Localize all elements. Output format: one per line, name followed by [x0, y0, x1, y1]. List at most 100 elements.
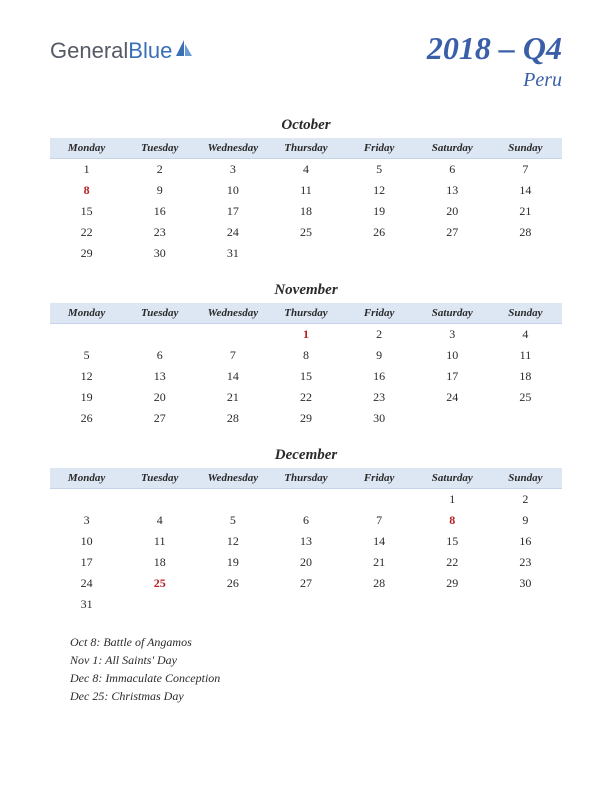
calendar-cell-empty — [489, 408, 562, 429]
day-header: Tuesday — [123, 468, 196, 489]
calendar-cell: 17 — [50, 552, 123, 573]
calendar-cell: 3 — [196, 159, 269, 181]
calendar-cell: 16 — [343, 366, 416, 387]
day-header: Tuesday — [123, 303, 196, 324]
calendar-cell: 4 — [489, 324, 562, 346]
calendar-cell-empty — [343, 594, 416, 615]
calendar-cell: 30 — [343, 408, 416, 429]
month-block: DecemberMondayTuesdayWednesdayThursdayFr… — [50, 447, 562, 615]
calendar-cell: 16 — [489, 531, 562, 552]
day-header: Sunday — [489, 468, 562, 489]
calendar-cell-empty — [50, 489, 123, 511]
calendar-cell: 4 — [269, 159, 342, 181]
calendar-cell: 22 — [269, 387, 342, 408]
calendar-cell-empty — [123, 324, 196, 346]
calendar-cell: 13 — [123, 366, 196, 387]
calendar-cell-empty — [416, 594, 489, 615]
calendar-cell: 10 — [416, 345, 489, 366]
calendar-cell: 6 — [123, 345, 196, 366]
calendar-cell: 7 — [343, 510, 416, 531]
calendar-cell: 14 — [489, 180, 562, 201]
calendar-cell: 1 — [269, 324, 342, 346]
calendar-table: MondayTuesdayWednesdayThursdayFridaySatu… — [50, 303, 562, 429]
calendar-cell: 5 — [343, 159, 416, 181]
calendar-cell: 29 — [269, 408, 342, 429]
day-header: Sunday — [489, 138, 562, 159]
calendar-cell: 23 — [489, 552, 562, 573]
calendar-cell-empty — [269, 243, 342, 264]
calendar-cell-empty — [123, 489, 196, 511]
page-title: 2018 – Q4 — [427, 30, 562, 67]
calendar-cell: 18 — [123, 552, 196, 573]
day-header: Saturday — [416, 138, 489, 159]
calendar-cell: 8 — [50, 180, 123, 201]
logo-text-blue: Blue — [128, 38, 172, 64]
calendar-cell: 10 — [196, 180, 269, 201]
calendar-cell: 16 — [123, 201, 196, 222]
logo: GeneralBlue — [50, 38, 194, 64]
calendar-cell: 29 — [416, 573, 489, 594]
calendar-cell-empty — [416, 243, 489, 264]
calendar-cell: 24 — [416, 387, 489, 408]
calendar-cell: 14 — [343, 531, 416, 552]
calendar-cell-empty — [269, 594, 342, 615]
calendar-cell-empty — [343, 243, 416, 264]
calendar-cell: 2 — [123, 159, 196, 181]
calendar-cell: 28 — [196, 408, 269, 429]
calendar-cell: 25 — [489, 387, 562, 408]
day-header: Saturday — [416, 303, 489, 324]
day-header: Wednesday — [196, 468, 269, 489]
calendar-cell: 11 — [269, 180, 342, 201]
calendar-cell: 28 — [343, 573, 416, 594]
day-header: Monday — [50, 303, 123, 324]
calendar-cell: 5 — [196, 510, 269, 531]
calendar-cell: 5 — [50, 345, 123, 366]
calendar-cell: 17 — [196, 201, 269, 222]
calendar-cell: 26 — [50, 408, 123, 429]
month-block: NovemberMondayTuesdayWednesdayThursdayFr… — [50, 282, 562, 429]
calendar-cell: 18 — [269, 201, 342, 222]
calendar-cell-empty — [343, 489, 416, 511]
calendar-cell: 8 — [269, 345, 342, 366]
calendar-cell: 9 — [343, 345, 416, 366]
header: GeneralBlue 2018 – Q4 Peru — [50, 30, 562, 92]
day-header: Thursday — [269, 303, 342, 324]
calendar-cell: 7 — [489, 159, 562, 181]
holiday-item: Dec 8: Immaculate Conception — [70, 669, 562, 687]
day-header: Friday — [343, 468, 416, 489]
calendar-cell-empty — [196, 489, 269, 511]
calendar-cell: 2 — [343, 324, 416, 346]
calendar-cell: 1 — [50, 159, 123, 181]
calendar-cell: 31 — [196, 243, 269, 264]
calendar-cell: 19 — [196, 552, 269, 573]
calendar-cell: 27 — [416, 222, 489, 243]
calendar-cell: 21 — [343, 552, 416, 573]
calendar-cell: 15 — [269, 366, 342, 387]
calendar-cell: 8 — [416, 510, 489, 531]
calendar-cell: 28 — [489, 222, 562, 243]
calendar-cell: 14 — [196, 366, 269, 387]
calendar-cell: 7 — [196, 345, 269, 366]
calendar-cell-empty — [269, 489, 342, 511]
calendar-cell-empty — [50, 324, 123, 346]
calendar-cell: 21 — [489, 201, 562, 222]
calendar-cell: 6 — [416, 159, 489, 181]
holiday-list: Oct 8: Battle of AngamosNov 1: All Saint… — [50, 633, 562, 705]
day-header: Monday — [50, 468, 123, 489]
calendar-cell: 17 — [416, 366, 489, 387]
calendar-cell: 10 — [50, 531, 123, 552]
calendar-cell: 27 — [123, 408, 196, 429]
calendar-cell: 27 — [269, 573, 342, 594]
calendar-cell: 12 — [196, 531, 269, 552]
calendar-cell: 23 — [123, 222, 196, 243]
calendar-cell: 9 — [489, 510, 562, 531]
calendar-cell: 15 — [50, 201, 123, 222]
calendar-table: MondayTuesdayWednesdayThursdayFridaySatu… — [50, 468, 562, 615]
calendar-cell: 2 — [489, 489, 562, 511]
calendar-cell: 24 — [196, 222, 269, 243]
calendar-cell-empty — [123, 594, 196, 615]
calendar-cell: 12 — [50, 366, 123, 387]
calendar-cell: 12 — [343, 180, 416, 201]
day-header: Thursday — [269, 138, 342, 159]
calendar-cell: 6 — [269, 510, 342, 531]
